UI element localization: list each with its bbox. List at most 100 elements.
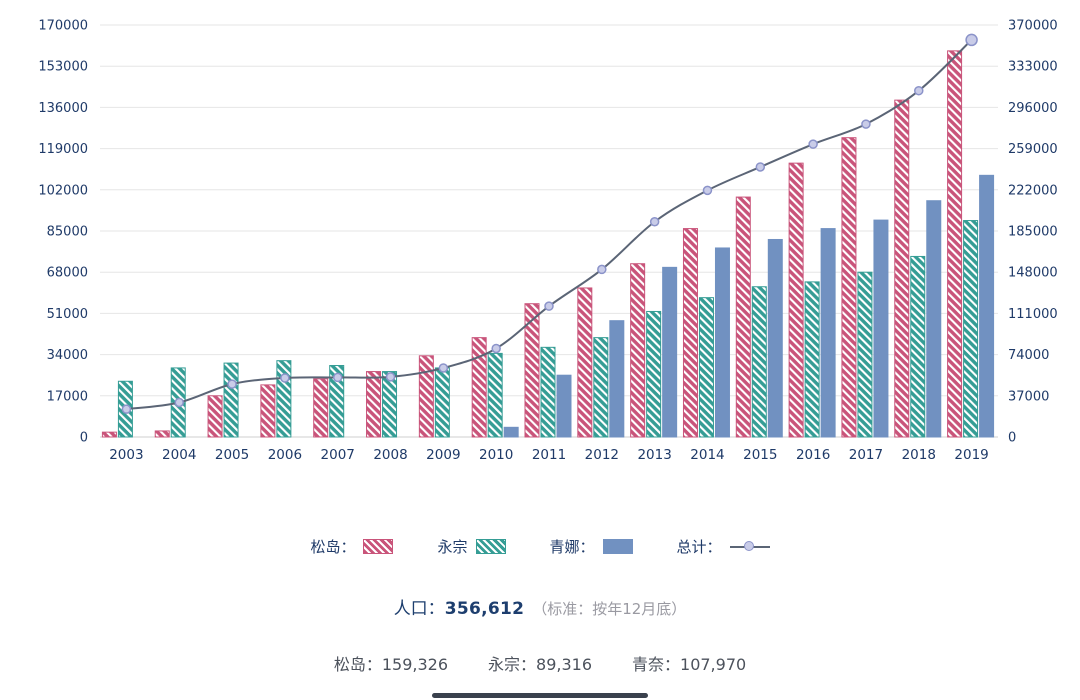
bar [714, 247, 730, 438]
cheongna-stat: 青奈：107,970 [632, 651, 746, 675]
svg-text:2017: 2017 [849, 447, 883, 463]
svg-text:2005: 2005 [215, 447, 249, 463]
bar [820, 228, 836, 438]
svg-text:148000: 148000 [1008, 266, 1058, 281]
district-breakdown: 松岛：159,326 永宗：89,316 青奈：107,970 [0, 651, 1080, 675]
svg-text:102000: 102000 [38, 183, 88, 198]
bar [382, 371, 398, 438]
legend-label-songdo: 松岛： [310, 538, 356, 556]
line-marker-icon [174, 397, 184, 408]
chart-legend: 松岛： 永宗 青娜： 总计： [0, 536, 1080, 557]
bar [418, 355, 434, 438]
svg-text:85000: 85000 [47, 225, 88, 240]
bar [841, 137, 857, 438]
bar [662, 266, 678, 438]
line-marker-icon [965, 33, 978, 47]
svg-text:68000: 68000 [47, 266, 88, 281]
bar [735, 196, 751, 438]
svg-text:2009: 2009 [426, 447, 460, 463]
bar [540, 346, 556, 438]
cheongna-stat-label: 青奈： [632, 655, 681, 674]
bar [434, 367, 450, 438]
bar [503, 426, 519, 438]
songdo-hatch-swatch [363, 539, 394, 554]
bar [524, 303, 540, 438]
legend-item-songdo[interactable]: 松岛： [310, 536, 394, 557]
bar [313, 378, 329, 438]
bar [926, 200, 942, 438]
line-marker-icon [914, 85, 924, 96]
legend-item-yeongjong[interactable]: 永宗 [437, 536, 506, 557]
population-note: （标准：按年12月底） [532, 600, 687, 618]
bar [556, 374, 572, 438]
svg-text:333000: 333000 [1008, 60, 1058, 75]
svg-text:2007: 2007 [321, 447, 355, 463]
svg-text:296000: 296000 [1008, 101, 1058, 116]
bar [894, 99, 910, 438]
bar [207, 395, 223, 438]
bar [577, 287, 593, 438]
line-marker-icon [649, 217, 660, 227]
svg-text:2008: 2008 [373, 447, 407, 463]
bar [630, 263, 646, 438]
cheongna-solid-swatch [602, 539, 633, 554]
line-marker-icon [121, 404, 132, 414]
bar-series-2 [117, 220, 979, 438]
line-marker-icon [861, 119, 871, 129]
yeongjong-hatch-swatch [475, 539, 506, 554]
gridlines [100, 24, 998, 438]
svg-text:111000: 111000 [1008, 307, 1058, 322]
svg-text:136000: 136000 [38, 101, 88, 116]
bar [101, 431, 117, 438]
songdo-stat-value: 159,326 [381, 655, 448, 674]
svg-text:2014: 2014 [690, 447, 724, 463]
svg-text:37000: 37000 [1008, 389, 1049, 404]
legend-item-total[interactable]: 总计： [677, 536, 770, 557]
svg-text:34000: 34000 [47, 348, 88, 363]
bar [767, 238, 783, 438]
bar [487, 352, 503, 438]
line-swatch-marker-icon [743, 540, 754, 551]
population-chart: 0 17000 34000 51000 68000 85000 102000 119000 13… [38, 19, 1058, 464]
legend-item-cheongna[interactable]: 青娜： [550, 536, 633, 557]
svg-text:2010: 2010 [479, 447, 513, 463]
line-markers [121, 33, 978, 414]
svg-text:0: 0 [1008, 431, 1016, 446]
bar [366, 371, 382, 438]
bar [963, 220, 979, 438]
line-marker-icon [544, 301, 554, 311]
population-label: 人口： [393, 599, 445, 619]
bar-series-1 [101, 50, 963, 438]
bar [329, 365, 345, 438]
svg-text:2015: 2015 [743, 447, 777, 463]
bar [857, 271, 873, 438]
bar [873, 219, 889, 438]
line-marker-icon [280, 373, 290, 383]
svg-text:2013: 2013 [637, 447, 671, 463]
svg-text:119000: 119000 [38, 142, 88, 157]
bar-series-3 [503, 174, 995, 438]
population-summary: 人口：356,612 （标准：按年12月底） [0, 594, 1080, 619]
yeongjong-stat: 永宗：89,316 [488, 651, 592, 675]
bar [788, 162, 804, 438]
line-marker-icon [597, 264, 607, 275]
bar [593, 337, 609, 438]
svg-text:74000: 74000 [1008, 348, 1049, 363]
svg-text:2004: 2004 [162, 447, 196, 463]
svg-text:2018: 2018 [902, 447, 936, 463]
svg-text:2003: 2003 [109, 447, 143, 463]
line-marker-icon [332, 372, 343, 383]
line-marker-icon [755, 162, 766, 172]
yeongjong-stat-value: 89,316 [536, 655, 592, 674]
total-line-swatch [729, 540, 770, 554]
chart-svg: 0 17000 34000 51000 68000 85000 102000 119000 13… [38, 19, 1058, 464]
bar [910, 255, 926, 438]
songdo-stat-label: 松岛： [333, 655, 382, 674]
line-marker-icon [438, 363, 449, 373]
svg-text:2016: 2016 [796, 447, 830, 463]
line-marker-icon [385, 372, 396, 382]
svg-text:185000: 185000 [1008, 225, 1058, 240]
line-marker-icon [227, 379, 237, 389]
bar [751, 286, 767, 438]
svg-text:2012: 2012 [585, 447, 619, 463]
